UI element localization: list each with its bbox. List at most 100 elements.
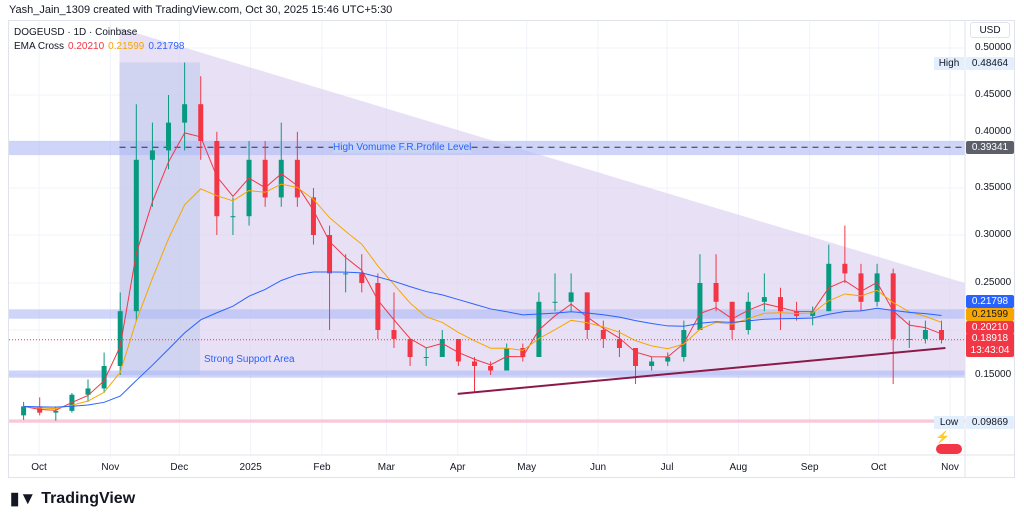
date-tick: Oct: [870, 462, 887, 473]
price-tick: 0.15000: [975, 369, 1012, 380]
lightning-icon[interactable]: ⚡: [935, 430, 950, 444]
candle-body: [423, 357, 429, 358]
support-annotation[interactable]: Strong Support Area: [204, 354, 295, 365]
ema-slow-line: [23, 271, 942, 408]
chart-credit: Yash_Jain_1309 created with TradingView.…: [9, 4, 393, 16]
candle-body: [552, 301, 558, 303]
candle-body: [649, 361, 655, 366]
price-tick: 0.25000: [975, 277, 1012, 288]
us-flag-events-icon[interactable]: [936, 444, 962, 454]
candle-body: [890, 273, 896, 339]
date-tick: 2025: [239, 462, 262, 473]
candle-body: [101, 366, 107, 389]
candle-body: [166, 122, 172, 151]
candle-body: [53, 410, 59, 413]
candle-body: [665, 357, 671, 362]
high-tag: High: [934, 57, 964, 70]
date-tick: Sep: [800, 462, 819, 473]
candle-body: [584, 292, 590, 330]
candle-body: [262, 159, 268, 198]
candle-body: [471, 361, 477, 366]
low-tag: Low: [934, 416, 964, 429]
price-tick: 0.50000: [975, 42, 1012, 53]
candle-body: [520, 348, 526, 357]
candle-body: [777, 297, 783, 312]
ema-mid-value: 0.21599: [108, 41, 145, 52]
date-tick: Feb: [313, 462, 331, 473]
candle-body: [938, 330, 944, 340]
low-value-label: 0.09869: [966, 416, 1014, 429]
volume-profile-box: [119, 62, 201, 375]
indicator-name: EMA Cross: [14, 41, 65, 52]
symbol-info[interactable]: DOGEUSD · 1D · Coinbase: [14, 27, 138, 38]
currency-button[interactable]: USD: [970, 22, 1010, 38]
date-tick: Oct: [31, 462, 47, 473]
candle-body: [246, 159, 252, 217]
candle-body: [407, 339, 413, 357]
ema-fast-value: 0.20210: [68, 41, 105, 52]
date-tick: Jul: [660, 462, 674, 473]
tradingview-logo[interactable]: ▮▼ TradingView: [10, 489, 135, 509]
trendline: [457, 347, 946, 395]
candle-body: [182, 104, 188, 123]
candle-body: [391, 330, 397, 339]
date-tick: Mar: [377, 462, 395, 473]
candle-body: [600, 330, 606, 339]
high-value-label: 0.48464: [966, 57, 1014, 70]
candle-body: [488, 366, 494, 371]
ema-cross-legend[interactable]: EMA Cross 0.20210 0.21599 0.21798: [14, 40, 184, 54]
chart-frame: [8, 20, 1015, 478]
candle-body: [310, 197, 316, 235]
candle-body: [294, 159, 300, 198]
last-price: 0.18918: [971, 333, 1009, 344]
candle-body: [343, 273, 349, 275]
candle-body: [858, 273, 864, 302]
triangle-pattern: [119, 28, 965, 375]
candle-body: [633, 348, 639, 366]
hv-level-annotation[interactable]: High Vomume F.R.Profile Level: [333, 142, 472, 153]
candle-body: [133, 159, 139, 312]
price-tick: 0.30000: [975, 229, 1012, 240]
candle-body: [375, 283, 381, 330]
candle-body: [359, 273, 365, 283]
candle-body: [455, 339, 461, 362]
ema-fast-line: [23, 132, 942, 411]
candle-body: [761, 297, 767, 302]
candle-body: [922, 330, 928, 339]
bar-countdown: 13:43:04: [970, 345, 1010, 356]
candle-body: [745, 301, 751, 330]
date-tick: Dec: [170, 462, 189, 473]
candle-body: [230, 216, 236, 218]
ema-fast-price-label: 0.20210: [966, 321, 1014, 334]
candle-body: [85, 388, 91, 395]
brand-name: TradingView: [41, 490, 136, 507]
date-tick: Jun: [589, 462, 607, 473]
low-band: [9, 419, 965, 423]
date-tick: Apr: [449, 462, 466, 473]
ema-mid-line: [23, 183, 942, 410]
candle-body: [810, 311, 816, 316]
candle-body: [568, 292, 574, 302]
candle-body: [697, 283, 703, 330]
date-tick: Nov: [101, 462, 120, 473]
candle-body: [21, 406, 27, 416]
chart-legend: DOGEUSD · 1D · Coinbase EMA Cross 0.20210…: [14, 26, 184, 54]
ema-mid-price-label: 0.21599: [966, 308, 1014, 321]
candle-body: [504, 348, 510, 371]
candle-body: [214, 141, 220, 217]
candle-body: [729, 301, 735, 330]
candle-body: [842, 263, 848, 274]
high-volume-band: [9, 141, 965, 156]
ema-slow-price-label: 0.21798: [966, 295, 1014, 308]
candle-body: [327, 235, 333, 274]
candle-body: [874, 273, 880, 302]
support-band: [9, 370, 965, 378]
ema-slow-value: 0.21798: [148, 41, 185, 52]
resistance-band: [9, 309, 965, 319]
candle-body: [198, 104, 204, 141]
candle-body: [149, 150, 155, 160]
candle-body: [439, 339, 445, 357]
level-price-label: 0.39341: [966, 141, 1014, 154]
candle-body: [616, 339, 622, 348]
